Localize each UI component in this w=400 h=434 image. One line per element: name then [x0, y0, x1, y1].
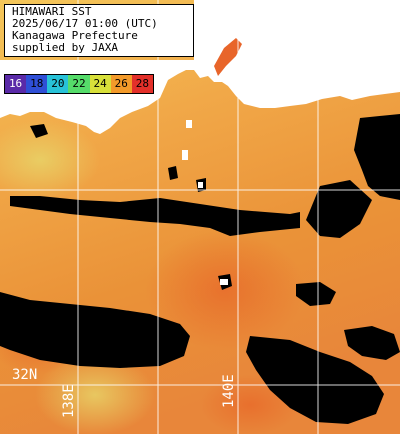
island-spots — [182, 120, 228, 285]
lon-label-138e: 138E — [61, 384, 77, 418]
info-box: HIMAWARI SST 2025/06/17 01:00 (UTC) Kana… — [4, 4, 194, 57]
legend-cell-18: 18 — [26, 75, 48, 93]
info-region: Kanagawa Prefecture — [12, 29, 138, 42]
legend-cell-28: 28 — [131, 75, 153, 93]
legend-cell-26: 26 — [110, 75, 132, 93]
lon-label-140e: 140E — [221, 374, 237, 408]
cool-water-patch — [0, 120, 100, 200]
lat-label-32n: 32N — [12, 367, 38, 383]
legend-cell-22: 22 — [68, 75, 90, 93]
no-data-mask — [0, 114, 400, 424]
info-supplier: supplied by JAXA — [12, 41, 118, 54]
peninsula-warm-coast — [214, 38, 242, 76]
land-honshu — [0, 0, 400, 134]
info-timestamp: 2025/06/17 01:00 (UTC) — [12, 17, 158, 30]
color-legend: 16 18 20 22 24 26 28 — [4, 74, 154, 94]
legend-cell-20: 20 — [47, 75, 69, 93]
cool-water-patch — [35, 355, 155, 434]
info-title: HIMAWARI SST — [12, 5, 92, 18]
legend-cell-16: 16 — [5, 75, 27, 93]
legend-cell-24: 24 — [89, 75, 111, 93]
warm-water-patch — [145, 230, 305, 350]
